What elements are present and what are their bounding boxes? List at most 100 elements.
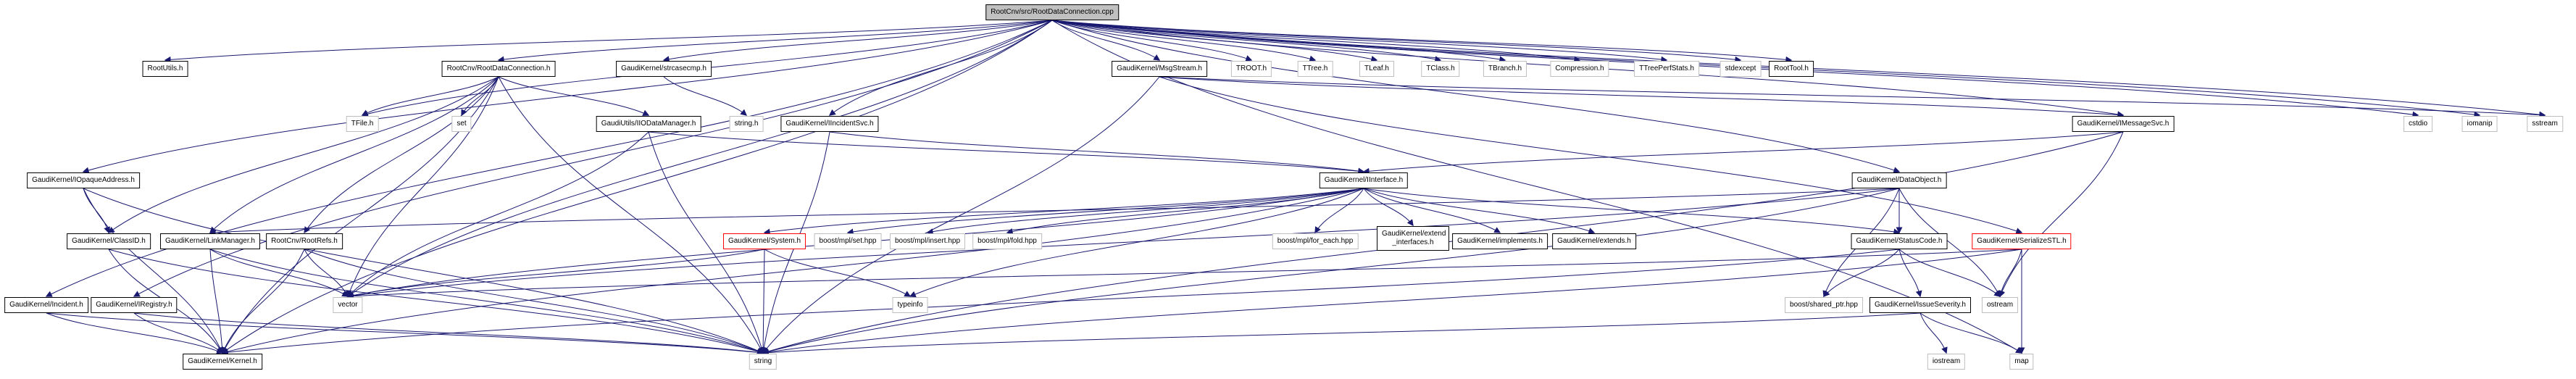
edge-classid-to-string [108, 249, 764, 355]
node-rootutils[interactable]: RootUtils.h [142, 61, 188, 77]
edge-serializestl-to-vector [346, 249, 2022, 300]
node-implements[interactable]: GaudiKernel/implements.h [1452, 233, 1548, 249]
edge-dataobject-to-ostream [1898, 188, 2001, 298]
edge-iregistry-to-kernel [133, 312, 224, 354]
node-tbranch[interactable]: TBranch.h [1483, 61, 1527, 77]
node-mplinsert[interactable]: boost/mpl/insert.hpp [889, 233, 966, 249]
node-set[interactable]: set [451, 116, 472, 132]
node-statuscode[interactable]: GaudiKernel/StatusCode.h [1851, 233, 1948, 249]
node-ttree[interactable]: TTree.h [1297, 61, 1333, 77]
edge-rootdataconnection_h-to-rootrefs [304, 76, 499, 234]
edge-iinterface-to-implements [1363, 188, 1501, 233]
edge-iinterface-to-mplinsert [926, 188, 1364, 236]
node-tclass[interactable]: TClass.h [1421, 61, 1460, 77]
edge-system-to-string [759, 249, 767, 354]
edge-linkmanager-to-string [209, 249, 764, 354]
node-dataobject[interactable]: GaudiKernel/DataObject.h [1851, 172, 1947, 188]
edge-rootdataconnection_h-to-vector [346, 76, 499, 298]
node-typeinfo[interactable]: typeinfo [892, 297, 928, 313]
dependency-edges [45, 20, 2546, 357]
node-imessagesvc[interactable]: GaudiKernel/IMessageSvc.h [2072, 116, 2175, 132]
edge-root-to-kernel [221, 20, 1053, 354]
node-ttreeperfstats[interactable]: TTreePerfStats.h [1634, 61, 1699, 77]
edge-rootrefs-to-kernel [221, 249, 305, 354]
node-rootdataconnection-h[interactable]: RootCnv/RootDataConnection.h [441, 61, 556, 77]
node-iiodatamanager[interactable]: GaudiUtils/IIODataManager.h [596, 116, 701, 132]
node-extendinterfaces[interactable]: GaudiKernel/extend _interfaces.h [1377, 226, 1449, 251]
node-iostream[interactable]: iostream [1927, 354, 1966, 370]
node-issueseverity[interactable]: GaudiKernel/IssueSeverity.h [1870, 297, 1971, 313]
node-compression[interactable]: Compression.h [1550, 61, 1609, 77]
edge-root-to-iincidentsvc [828, 20, 1053, 116]
node-sharedptr[interactable]: boost/shared_ptr.hpp [1785, 297, 1863, 313]
edge-root-to-iopaqueaddress [82, 20, 1053, 174]
edge-rootrefs-to-string [304, 249, 764, 354]
node-msgstream[interactable]: GaudiKernel/MsgStream.h [1112, 61, 1207, 77]
edge-root-to-vector [346, 20, 1053, 297]
node-iincidentsvc[interactable]: GaudiKernel/IIncidentSvc.h [780, 116, 879, 132]
node-stdexcept[interactable]: stdexcept [1720, 61, 1762, 77]
edge-root-to-iregistry [133, 20, 1053, 297]
node-string[interactable]: string [749, 354, 778, 370]
edge-root-to-dataobject [1051, 20, 1901, 173]
edge-linkmanager-to-kernel [209, 249, 225, 354]
edge-iiodatamanager-to-string [648, 131, 765, 354]
edge-rootdataconnection_h-to-tfile [361, 76, 499, 116]
node-extends[interactable]: GaudiKernel/extends.h [1552, 233, 1636, 249]
edge-statuscode-to-kernel [221, 249, 1900, 356]
node-string-h[interactable]: string.h [729, 116, 764, 132]
edge-msgstream-to-sstream [1159, 76, 2546, 119]
node-troot[interactable]: TROOT.h [1230, 61, 1272, 77]
edge-root-to-troot [1051, 20, 1253, 62]
edge-root-to-map [1051, 20, 2023, 354]
node-cstdio[interactable]: cstdio [2403, 116, 2433, 132]
node-linkmanager[interactable]: GaudiKernel/LinkManager.h [160, 233, 260, 249]
node-map[interactable]: map [2009, 354, 2034, 370]
edge-dataobject-to-linkmanager [209, 188, 1900, 236]
edge-statuscode-to-ostream [1898, 249, 2001, 297]
edge-iiodatamanager-to-iinterface [648, 131, 1365, 175]
node-rootrefs[interactable]: RootCnv/RootRefs.h [266, 233, 343, 249]
node-kernel[interactable]: GaudiKernel/Kernel.h [183, 354, 262, 370]
edge-iinterface-to-kernel [221, 188, 1364, 355]
edge-iinterface-to-typeinfo [909, 188, 1364, 298]
node-iomanip[interactable]: iomanip [2462, 116, 2498, 132]
edge-root-to-stdexcept [1051, 20, 1742, 63]
edge-issueseverity-to-map [1920, 312, 2023, 354]
edge-dataobject-to-vector [346, 188, 1900, 299]
node-iregistry[interactable]: GaudiKernel/IRegistry.h [91, 297, 178, 313]
edge-root-to-ttreeperfstats [1051, 20, 1668, 63]
node-system[interactable]: GaudiKernel/System.h [722, 233, 806, 249]
edge-rootdataconnection_h-to-linkmanager [209, 76, 499, 233]
edge-root-to-roottool [1051, 20, 1793, 63]
edge-serializestl-to-ostream [1998, 249, 2022, 298]
node-mplfold[interactable]: boost/mpl/fold.hpp [972, 233, 1042, 249]
node-iopaqueaddress[interactable]: GaudiKernel/IOpaqueAddress.h [27, 172, 140, 188]
edge-iopaqueaddress-to-string [83, 188, 764, 354]
node-ostream[interactable]: ostream [1981, 297, 2019, 313]
node-mplforeach[interactable]: boost/mpl/for_each.hpp [1272, 233, 1359, 249]
edge-iinterface-to-system [763, 188, 1364, 236]
edge-issueseverity-to-iostream [1920, 312, 1948, 354]
edge-linkmanager-to-vector [209, 249, 349, 297]
edge-root-to-rootdataconnection_h [497, 20, 1053, 63]
node-vector[interactable]: vector [333, 297, 363, 313]
edge-iinterface-to-extendinterfaces [1363, 188, 1414, 227]
edge-msgstream-to-serializestl [1159, 76, 2023, 234]
edge-system-to-typeinfo [764, 249, 912, 297]
node-sstream[interactable]: sstream [2527, 116, 2563, 132]
node-tleaf[interactable]: TLeaf.h [1359, 61, 1394, 77]
node-strcasecmp[interactable]: GaudiKernel/strcasecmp.h [616, 61, 712, 77]
node-tfile[interactable]: TFile.h [346, 116, 379, 132]
node-serializestl[interactable]: GaudiKernel/SerializeSTL.h [1972, 233, 2072, 249]
node-classid[interactable]: GaudiKernel/ClassID.h [67, 233, 151, 249]
node-roottool[interactable]: RootTool.h [1769, 61, 1814, 77]
edge-rootrefs-to-vector [304, 249, 349, 298]
node-iinterface[interactable]: GaudiKernel/IInterface.h [1319, 172, 1409, 188]
node-mplset[interactable]: boost/mpl/set.hpp [814, 233, 882, 249]
node-incident[interactable]: GaudiKernel/Incident.h [4, 297, 88, 313]
node-root[interactable]: RootCnv/src/RootDataConnection.cpp [985, 4, 1119, 20]
edge-iincidentsvc-to-iinterface [829, 131, 1365, 175]
